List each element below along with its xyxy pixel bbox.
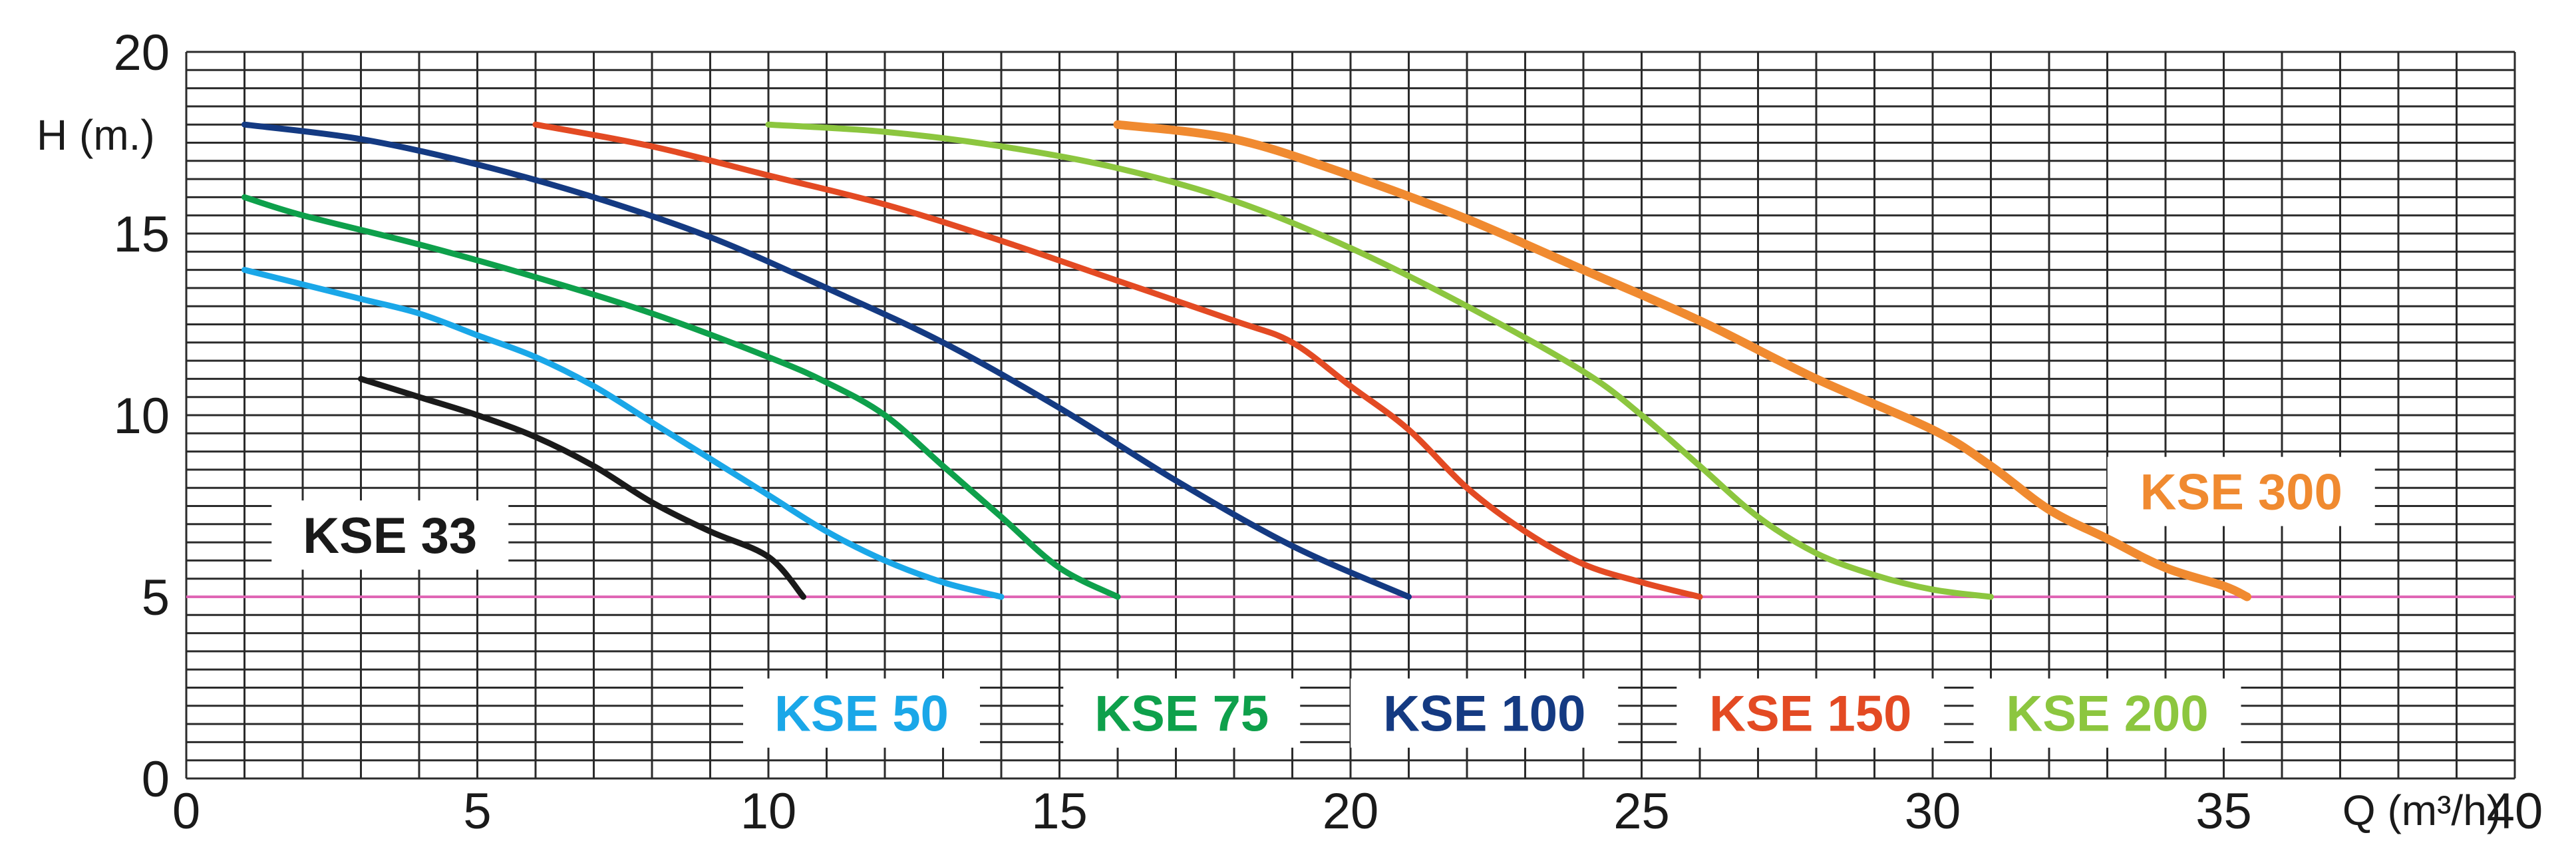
y-tick-label: 15 <box>113 206 170 263</box>
chart-grid <box>185 51 2516 780</box>
series-label-kse-100: KSE 100 <box>1383 686 1585 743</box>
y-tick-label: 0 <box>142 751 170 808</box>
x-tick-label: 30 <box>1905 783 1961 840</box>
label-background-kse-150 <box>1677 678 1945 748</box>
label-background-kse-50 <box>743 678 980 748</box>
x-tick-label: 40 <box>2487 783 2543 840</box>
series-line-kse-200 <box>765 121 1994 600</box>
y-axis-title: H (m.) <box>37 111 155 159</box>
label-background-kse-100 <box>1351 678 1619 748</box>
y-tick-label: 20 <box>113 25 170 81</box>
label-background-kse-200 <box>1973 678 2241 748</box>
series-label-kse-300: KSE 300 <box>2140 464 2342 521</box>
x-tick-label: 10 <box>740 783 797 840</box>
series-line-kse-75 <box>242 194 1121 600</box>
axis-tick-labels: 0 5 10 15 20 25 30 35 40 0 5 10 15 20 <box>113 25 2543 840</box>
y-tick-label: 10 <box>113 388 170 444</box>
x-tick-label: 5 <box>463 783 491 840</box>
series-label-kse-150: KSE 150 <box>1709 686 1911 743</box>
x-tick-label: 25 <box>1613 783 1670 840</box>
label-background-kse-300 <box>2107 456 2375 526</box>
x-axis-title: Q (m³/h) <box>2342 786 2501 834</box>
x-tick-label: 15 <box>1031 783 1088 840</box>
series-label-kse-50: KSE 50 <box>774 686 949 743</box>
series-lines <box>242 120 2251 601</box>
series-line-kse-300 <box>1113 120 2251 601</box>
series-label-kse-200: KSE 200 <box>2006 686 2208 743</box>
label-background-kse-33 <box>271 500 509 570</box>
x-tick-label: 0 <box>172 783 200 840</box>
series-label-kse-33: KSE 33 <box>303 508 477 564</box>
x-tick-label: 20 <box>1323 783 1379 840</box>
y-tick-label: 5 <box>142 570 170 626</box>
label-background-kse-75 <box>1063 678 1301 748</box>
series-label-kse-75: KSE 75 <box>1094 686 1269 743</box>
series-labels: KSE 33 KSE 50 KSE 75 KSE 100 KSE 150 KSE 200 K… <box>271 456 2375 748</box>
series-line-kse-100 <box>242 121 1412 600</box>
series-line-kse-150 <box>532 121 1703 600</box>
x-tick-label: 35 <box>2195 783 2252 840</box>
series-line-kse-33 <box>358 375 806 600</box>
series-line-kse-50 <box>242 267 1005 600</box>
